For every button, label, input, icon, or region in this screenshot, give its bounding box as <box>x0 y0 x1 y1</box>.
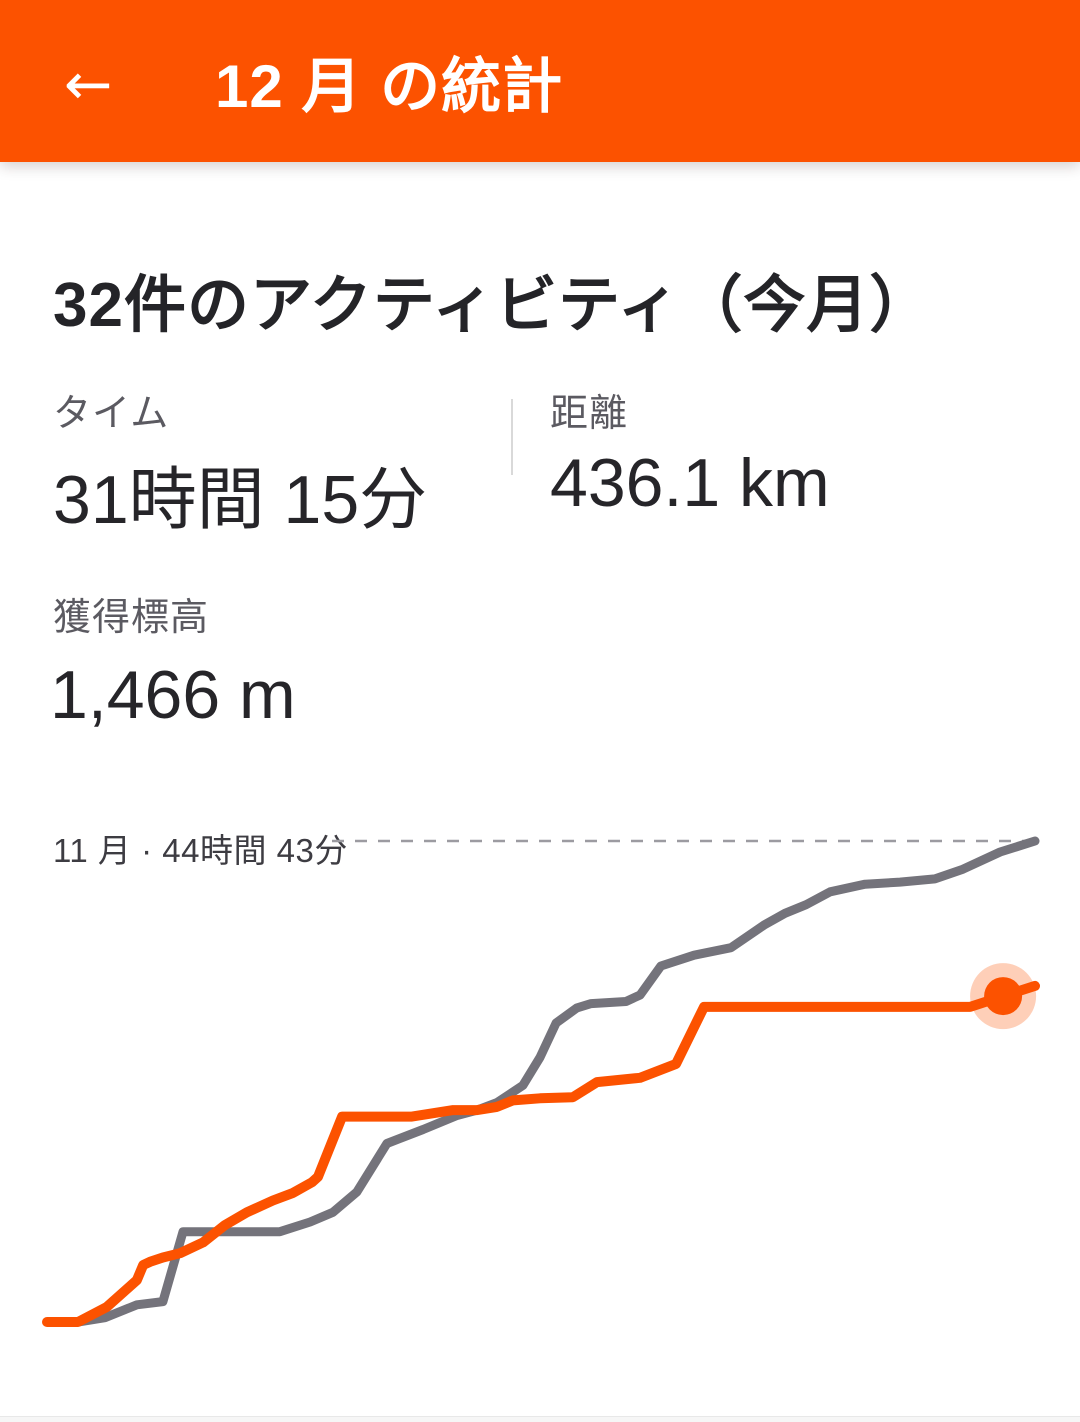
distance-stat-label: 距離 <box>550 393 629 435</box>
app-bar: ← 12 月 の統計 <box>0 0 1080 162</box>
activities-count-title: 32件のアクティビティ（今月） <box>53 271 933 340</box>
previous-month-line <box>42 836 1040 1327</box>
stats-panel: 32件のアクティビティ（今月） タイム 31時間 15分 距離 436.1 km… <box>0 162 1080 1417</box>
time-stat-label: タイム <box>53 393 170 435</box>
time-stat-value: 31時間 15分 <box>53 462 428 538</box>
elevation-stat-label: 獲得標高 <box>53 597 210 639</box>
stat-divider <box>511 399 513 475</box>
cumulative-time-chart[interactable]: 11 月 · 44時間 43分 <box>0 820 1080 1360</box>
distance-stat-value: 436.1 km <box>550 445 830 521</box>
current-position-marker <box>984 977 1023 1016</box>
app-bar-title: 12 月 の統計 <box>215 52 564 120</box>
current-month-line <box>42 980 1040 1327</box>
previous-month-total-label: 11 月 · 44時間 43分 <box>53 832 348 869</box>
monthly-comparison-chart-plot <box>42 836 1040 1327</box>
back-arrow-icon: ← <box>63 50 113 118</box>
elevation-stat-value: 1,466 m <box>50 657 296 733</box>
bottom-divider <box>0 1416 1080 1422</box>
back-button[interactable]: ← <box>40 36 136 132</box>
